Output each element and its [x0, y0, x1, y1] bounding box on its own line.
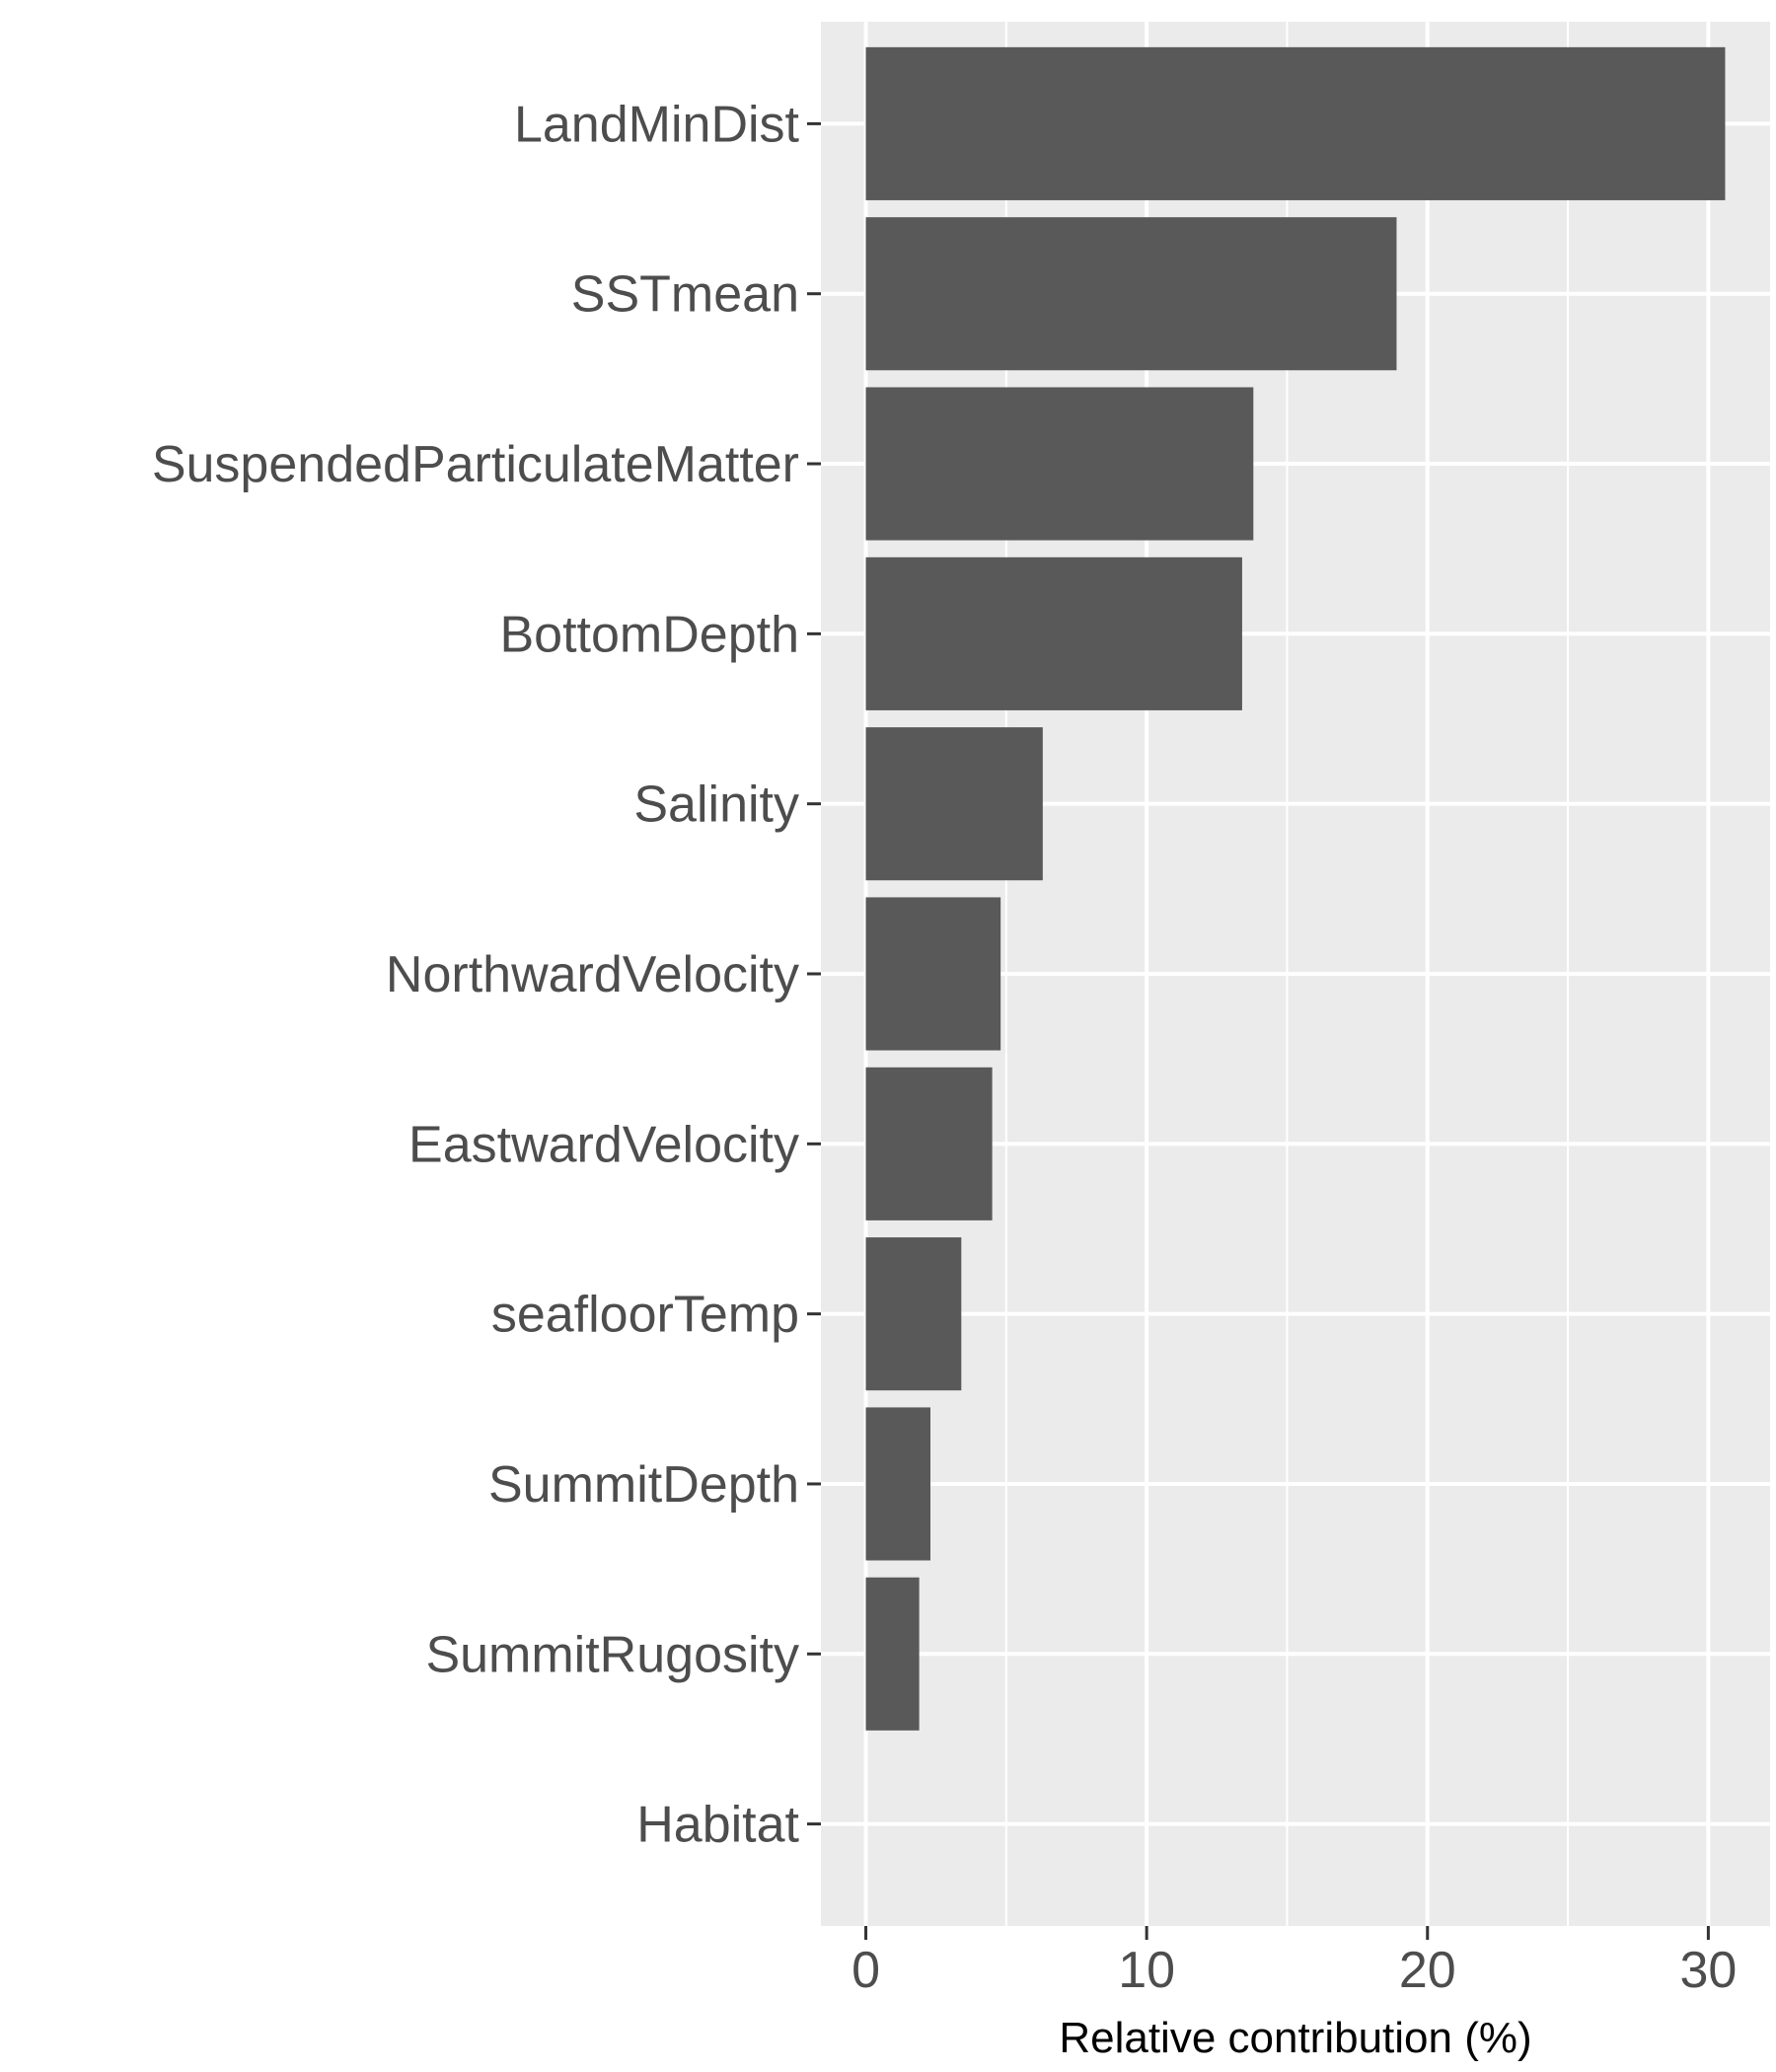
y-tick-label: Salinity: [633, 777, 799, 834]
x-tick-label: 20: [1399, 1942, 1456, 1999]
y-tick-label: BottomDepth: [500, 606, 800, 663]
x-tick-label: 10: [1118, 1942, 1175, 1999]
y-tick-label: SSTmean: [571, 266, 799, 324]
bars: [865, 46, 1726, 1731]
y-tick-label: SuspendedParticulateMatter: [152, 436, 799, 493]
y-tick-label: SummitDepth: [488, 1456, 799, 1514]
x-axis-title: Relative contribution (%): [1059, 2014, 1531, 2062]
y-tick-label: SummitRugosity: [425, 1626, 799, 1683]
x-tick-label: 0: [851, 1942, 880, 1999]
bar-SSTmean: [865, 217, 1397, 371]
bar-seafloorTemp: [865, 1237, 962, 1391]
y-tick-label: NorthwardVelocity: [386, 946, 799, 1003]
y-tick-label: EastwardVelocity: [408, 1116, 799, 1173]
bar-EastwardVelocity: [865, 1067, 993, 1221]
y-tick-label: seafloorTemp: [491, 1287, 799, 1344]
bar-SummitDepth: [865, 1407, 930, 1561]
bar-SuspendedParticulateMatter: [865, 387, 1254, 541]
bar-Salinity: [865, 727, 1043, 881]
bar-LandMinDist: [865, 46, 1726, 200]
y-axis: LandMinDist SSTmean SuspendedParticulateMa…: [152, 96, 821, 1854]
y-tick-label: LandMinDist: [514, 96, 800, 153]
x-tick-label: 30: [1679, 1942, 1737, 1999]
bar-NorthwardVelocity: [865, 897, 1001, 1051]
x-axis: 0 10 20 30: [851, 1926, 1737, 1999]
bar-SummitRugosity: [865, 1577, 920, 1731]
y-tick-label: Habitat: [636, 1797, 799, 1854]
bar-BottomDepth: [865, 556, 1242, 710]
